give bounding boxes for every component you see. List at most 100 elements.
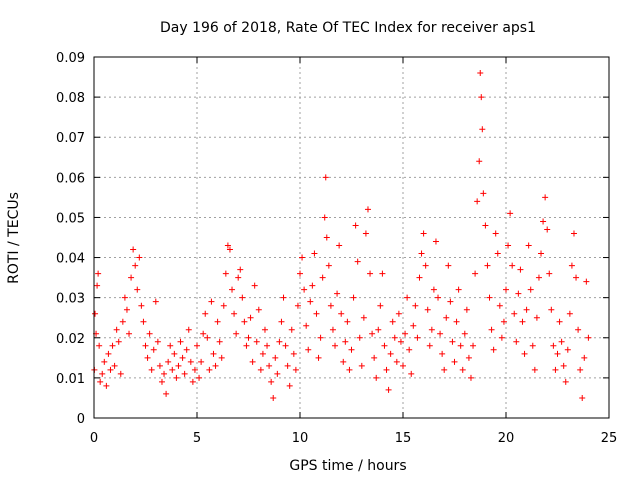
data-point: [109, 342, 116, 349]
data-point: [412, 302, 419, 309]
data-point: [101, 358, 108, 365]
data-point: [156, 362, 163, 369]
data-point: [222, 270, 229, 277]
data-point: [389, 318, 396, 325]
chart-title: Day 196 of 2018, Rate Of TEC Index for r…: [160, 20, 536, 36]
data-point: [301, 286, 308, 293]
data-point: [309, 282, 316, 289]
data-point: [167, 342, 174, 349]
data-point: [282, 342, 289, 349]
data-point: [346, 366, 353, 373]
data-point: [354, 258, 361, 265]
data-point: [406, 346, 413, 353]
data-point: [416, 274, 423, 281]
data-point: [311, 250, 318, 257]
data-point: [154, 338, 161, 345]
y-tick-label: 0.04: [56, 252, 85, 267]
data-point: [383, 366, 390, 373]
data-point: [540, 218, 547, 225]
data-point: [579, 394, 586, 401]
data-point: [554, 350, 561, 357]
data-point: [369, 330, 376, 337]
data-point: [171, 350, 178, 357]
data-point: [264, 342, 271, 349]
data-point: [566, 310, 573, 317]
data-point: [441, 366, 448, 373]
data-point: [457, 342, 464, 349]
data-point: [511, 310, 518, 317]
data-point: [322, 174, 329, 181]
x-tick-label: 0: [90, 431, 98, 446]
data-point: [138, 302, 145, 309]
data-point: [292, 366, 299, 373]
data-point: [239, 294, 246, 301]
data-point: [344, 318, 351, 325]
data-point: [422, 262, 429, 269]
data-point: [95, 270, 102, 277]
data-point: [329, 326, 336, 333]
data-point: [362, 230, 369, 237]
data-point: [257, 366, 264, 373]
data-point: [255, 306, 262, 313]
y-tick-label: 0.05: [56, 211, 85, 226]
data-point: [96, 342, 103, 349]
data-point: [206, 366, 213, 373]
data-point: [459, 366, 466, 373]
data-point: [544, 226, 551, 233]
data-point: [214, 318, 221, 325]
data-point: [179, 354, 186, 361]
data-point: [317, 334, 324, 341]
data-point: [119, 318, 126, 325]
y-tick-label: 0.07: [56, 131, 85, 146]
data-point: [290, 350, 297, 357]
data-point: [202, 310, 209, 317]
data-point: [548, 306, 555, 313]
data-point: [327, 302, 334, 309]
y-tick-label: 0: [77, 412, 85, 427]
data-point: [253, 338, 260, 345]
data-point: [507, 210, 514, 217]
data-point: [134, 286, 141, 293]
data-point: [360, 314, 367, 321]
x-axis-label: GPS time / hours: [289, 458, 406, 474]
data-point: [426, 342, 433, 349]
data-point: [303, 322, 310, 329]
data-point: [259, 350, 266, 357]
data-point: [435, 294, 442, 301]
data-point: [161, 370, 168, 377]
data-point: [319, 274, 326, 281]
data-point: [177, 338, 184, 345]
data-point: [505, 242, 512, 249]
x-tick-label: 10: [292, 431, 309, 446]
data-point: [519, 318, 526, 325]
data-point: [418, 250, 425, 257]
data-point: [272, 354, 279, 361]
data-point: [142, 342, 149, 349]
data-point: [585, 334, 592, 341]
data-point: [99, 370, 106, 377]
data-point: [479, 126, 486, 133]
data-point: [503, 286, 509, 293]
data-point: [194, 342, 200, 349]
data-point: [564, 346, 571, 353]
y-tick-label: 0.01: [56, 372, 85, 387]
data-point: [144, 354, 151, 361]
y-tick-label: 0.06: [56, 171, 85, 186]
data-point: [321, 214, 328, 221]
data-point: [432, 238, 439, 245]
data-point: [196, 374, 203, 381]
data-point: [107, 366, 114, 373]
data-point: [490, 346, 497, 353]
data-point: [455, 286, 462, 293]
data-point: [538, 250, 545, 257]
data-point: [404, 294, 411, 301]
data-point: [352, 222, 359, 229]
data-point: [294, 302, 301, 309]
data-point: [385, 386, 392, 393]
data-point: [395, 310, 402, 317]
data-point: [237, 266, 244, 273]
data-point: [241, 318, 248, 325]
data-point: [391, 334, 398, 341]
data-point: [364, 206, 371, 213]
data-point: [163, 390, 170, 397]
